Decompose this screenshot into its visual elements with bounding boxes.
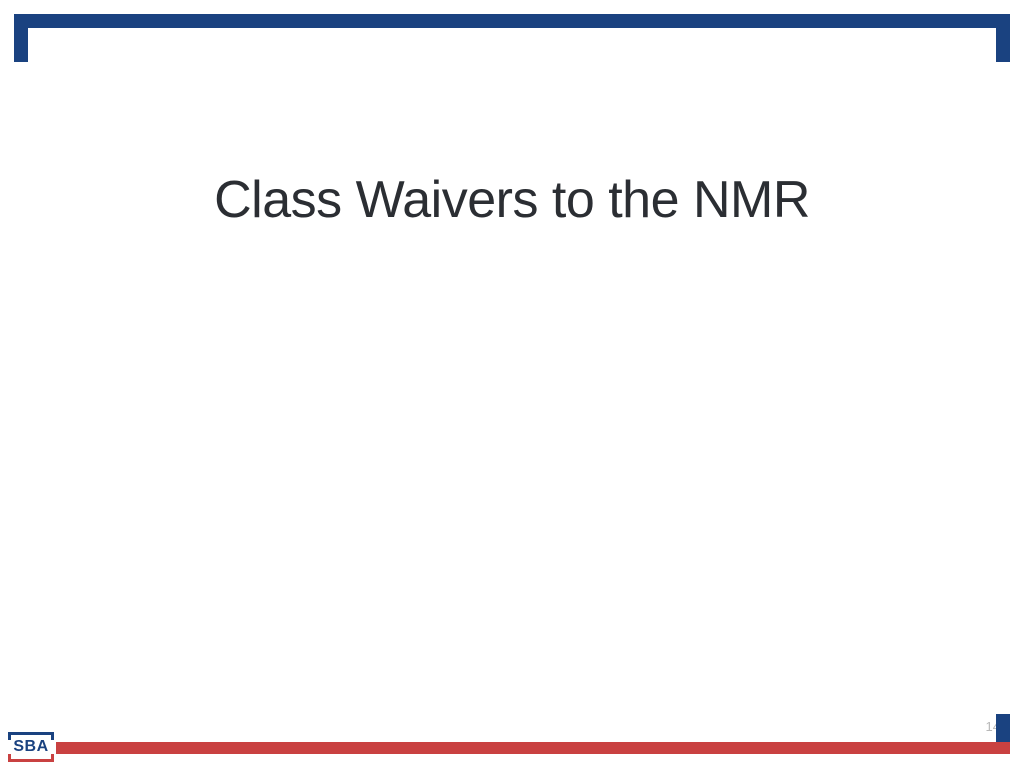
top-border-bracket [14,14,1010,28]
slide-title: Class Waivers to the NMR [0,170,1024,230]
sba-logo-text: SBA [8,736,54,758]
top-border-bar [14,14,1010,28]
bottom-border-bar [56,742,1010,754]
sba-logo: SBA [8,732,54,762]
sba-logo-top-bracket [8,732,54,735]
top-left-corner-stub [14,28,28,62]
top-right-corner-stub [996,28,1010,62]
sba-logo-bottom-bracket [8,759,54,762]
